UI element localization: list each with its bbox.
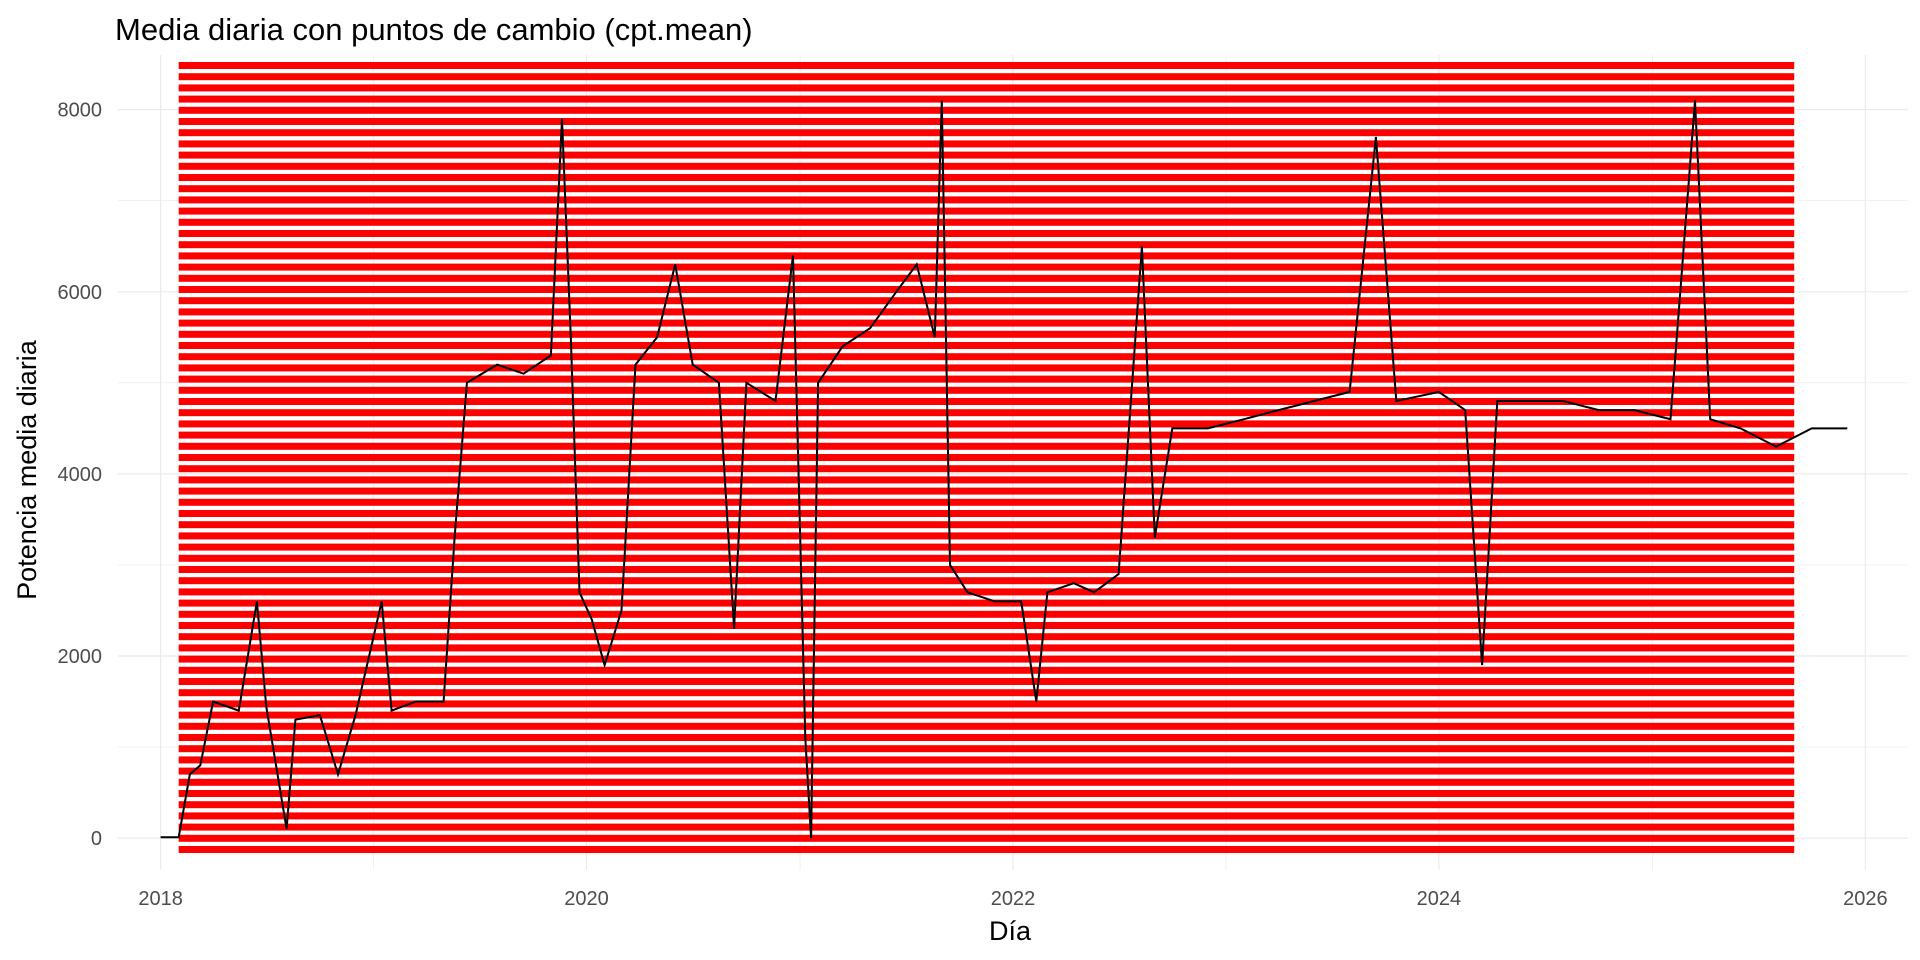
changepoint-band [178, 577, 1795, 585]
changepoint-band [178, 756, 1795, 764]
changepoint-band [178, 364, 1795, 372]
y-tick-label: 2000 [58, 646, 103, 668]
changepoint-band [178, 846, 1795, 853]
x-axis-title: Día [989, 916, 1032, 946]
changepoint-band [178, 151, 1795, 159]
changepoint-band [178, 532, 1795, 540]
changepoint-band [178, 263, 1795, 271]
changepoint-band [178, 140, 1795, 148]
x-tick-label: 2018 [138, 888, 183, 910]
changepoint-band [178, 106, 1795, 114]
changepoint-band [178, 286, 1795, 293]
changepoint-band [178, 174, 1795, 181]
y-axis-title: Potencia media diaria [12, 339, 42, 600]
changepoint-band [178, 241, 1795, 249]
changepoint-bands [178, 62, 1795, 853]
changepoint-band [178, 162, 1795, 170]
changepoint-band [178, 218, 1795, 226]
changepoint-band [178, 252, 1795, 260]
y-tick-label: 8000 [58, 100, 103, 122]
changepoint-band [178, 118, 1795, 125]
changepoint-band [178, 230, 1795, 237]
changepoint-band [178, 487, 1795, 495]
changepoint-band [178, 554, 1795, 562]
changepoint-band [178, 420, 1795, 428]
changepoint-band [178, 375, 1795, 383]
changepoint-band [178, 655, 1795, 663]
changepoint-band [178, 398, 1795, 405]
changepoint-band [178, 274, 1795, 282]
changepoint-band [178, 734, 1795, 741]
changepoint-band [178, 465, 1795, 473]
changepoint-band [178, 510, 1795, 517]
chart-title: Media diaria con puntos de cambio (cpt.m… [115, 12, 753, 47]
changepoint-band [178, 767, 1795, 775]
changepoint-band [178, 129, 1795, 137]
changepoint-band [178, 330, 1795, 338]
changepoint-band [178, 711, 1795, 719]
changepoint-band [178, 644, 1795, 652]
changepoint-band [178, 185, 1795, 193]
changepoint-band [178, 633, 1795, 641]
changepoint-band [178, 73, 1795, 81]
changepoint-band [178, 476, 1795, 484]
y-tick-label: 4000 [58, 464, 103, 486]
changepoint-band [178, 62, 1795, 69]
y-tick-label: 6000 [58, 282, 103, 304]
changepoint-band [178, 442, 1795, 450]
x-tick-label: 2020 [564, 888, 609, 910]
changepoint-band [178, 386, 1795, 394]
x-tick-label: 2022 [991, 888, 1036, 910]
changepoint-band [178, 566, 1795, 573]
x-tick-label: 2024 [1417, 888, 1462, 910]
changepoint-band [178, 84, 1795, 92]
y-tick-labels: 0 2000 4000 6000 8000 [58, 100, 103, 850]
changepoint-band [178, 610, 1795, 618]
changepoint-band [178, 778, 1795, 786]
changepoint-band [178, 353, 1795, 361]
changepoint-band [178, 622, 1795, 629]
changepoint-band [178, 689, 1795, 697]
changepoint-band [178, 700, 1795, 708]
changepoint-band [178, 801, 1795, 809]
changepoint-band [178, 823, 1795, 831]
series-polyline [160, 100, 1848, 839]
changepoint-band [178, 834, 1795, 842]
changepoint-band [178, 342, 1795, 349]
changepoint-band [178, 498, 1795, 506]
changepoint-band [178, 812, 1795, 820]
x-tick-labels: 2018 2020 2022 2024 2026 [138, 888, 1887, 910]
changepoint-band [178, 319, 1795, 327]
y-tick-label: 0 [91, 828, 102, 850]
changepoint-band [178, 678, 1795, 685]
x-tick-label: 2026 [1843, 888, 1888, 910]
series-line [160, 100, 1848, 839]
changepoint-band [178, 599, 1795, 607]
changepoint-band [178, 790, 1795, 797]
changepoint-band [178, 308, 1795, 316]
changepoint-band [178, 196, 1795, 204]
changepoint-band [178, 297, 1795, 305]
changepoint-band [178, 431, 1795, 439]
changepoint-band [178, 521, 1795, 529]
changepoint-band [178, 543, 1795, 551]
changepoint-band [178, 454, 1795, 461]
changepoint-band [178, 745, 1795, 753]
changepoint-band [178, 722, 1795, 730]
changepoint-band [178, 207, 1795, 215]
changepoint-band [178, 95, 1795, 103]
changepoint-band [178, 588, 1795, 596]
changepoint-band [178, 666, 1795, 674]
changepoint-band [178, 409, 1795, 417]
